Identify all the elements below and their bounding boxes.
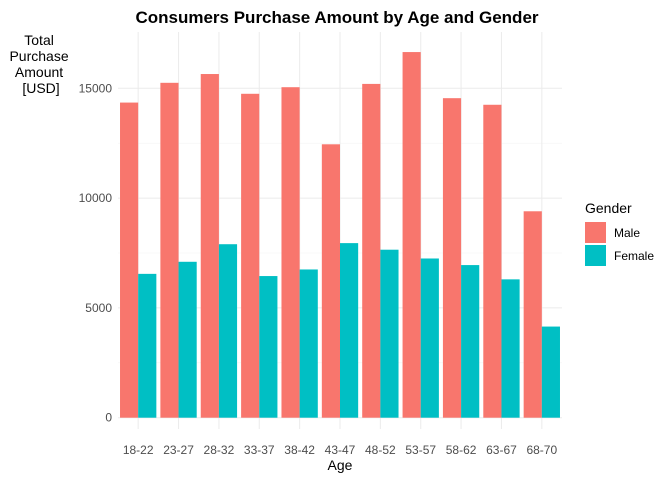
chart-title: Consumers Purchase Amount by Age and Gen…	[135, 8, 538, 27]
bar-male-33-37	[241, 93, 260, 418]
bar-male-18-22	[120, 102, 139, 418]
legend-key-female	[585, 245, 606, 266]
bar-female-38-42	[299, 269, 318, 418]
bar-female-63-67	[501, 279, 520, 418]
bar-female-58-62	[461, 265, 480, 418]
legend-label-female: Female	[614, 249, 654, 263]
legend: Gender Male Female	[585, 200, 654, 266]
bar-female-18-22	[138, 273, 157, 418]
legend-title: Gender	[585, 200, 632, 216]
bar-female-28-32	[218, 244, 238, 418]
bars	[120, 52, 560, 418]
legend-items: Male Female	[585, 222, 654, 266]
y-axis-label: Total Purchase Amount [USD]	[9, 32, 72, 96]
x-tick-label: 53-57	[405, 443, 436, 457]
y-axis-label-line: Total	[24, 32, 54, 48]
bar-male-68-70	[523, 211, 542, 418]
y-tick-label: 10000	[79, 191, 113, 205]
x-tick-label: 18-22	[123, 443, 154, 457]
y-tick-label: 5000	[85, 301, 112, 315]
y-tick-label: 0	[105, 411, 112, 425]
bar-male-48-52	[362, 83, 381, 418]
x-tick-label: 23-27	[163, 443, 194, 457]
bar-female-53-57	[420, 258, 439, 418]
x-tick-label: 33-37	[244, 443, 275, 457]
y-tick-label: 15000	[79, 81, 113, 95]
y-axis-label-line: Purchase	[9, 48, 68, 64]
bar-female-43-47	[340, 243, 359, 418]
x-tick-label: 58-62	[446, 443, 477, 457]
legend-key-male	[585, 222, 606, 243]
bar-male-53-57	[402, 52, 421, 418]
bar-male-23-27	[160, 82, 179, 418]
bar-male-38-42	[281, 87, 300, 418]
bar-female-23-27	[178, 261, 197, 418]
x-tick-label: 63-67	[486, 443, 517, 457]
bar-male-63-67	[483, 104, 502, 418]
x-axis-ticks: 18-22 23-27 28-32 33-37 38-42 43-47 48-52 53-57…	[123, 443, 558, 457]
bar-female-33-37	[259, 276, 278, 418]
x-tick-label: 48-52	[365, 443, 396, 457]
bar-female-48-52	[380, 249, 399, 418]
y-axis-ticks: 0 5000 10000 15000	[79, 81, 113, 424]
bar-male-28-32	[200, 74, 219, 418]
legend-label-male: Male	[614, 226, 640, 240]
x-tick-label: 43-47	[325, 443, 356, 457]
x-axis-label: Age	[328, 457, 353, 473]
y-axis-label-line: Amount	[15, 64, 63, 80]
x-tick-label: 68-70	[526, 443, 557, 457]
bar-female-68-70	[541, 326, 560, 418]
x-tick-label: 38-42	[284, 443, 315, 457]
bar-male-58-62	[442, 98, 462, 418]
y-axis-label-line: [USD]	[22, 80, 59, 96]
x-tick-label: 28-32	[204, 443, 235, 457]
bar-male-43-47	[321, 144, 340, 418]
